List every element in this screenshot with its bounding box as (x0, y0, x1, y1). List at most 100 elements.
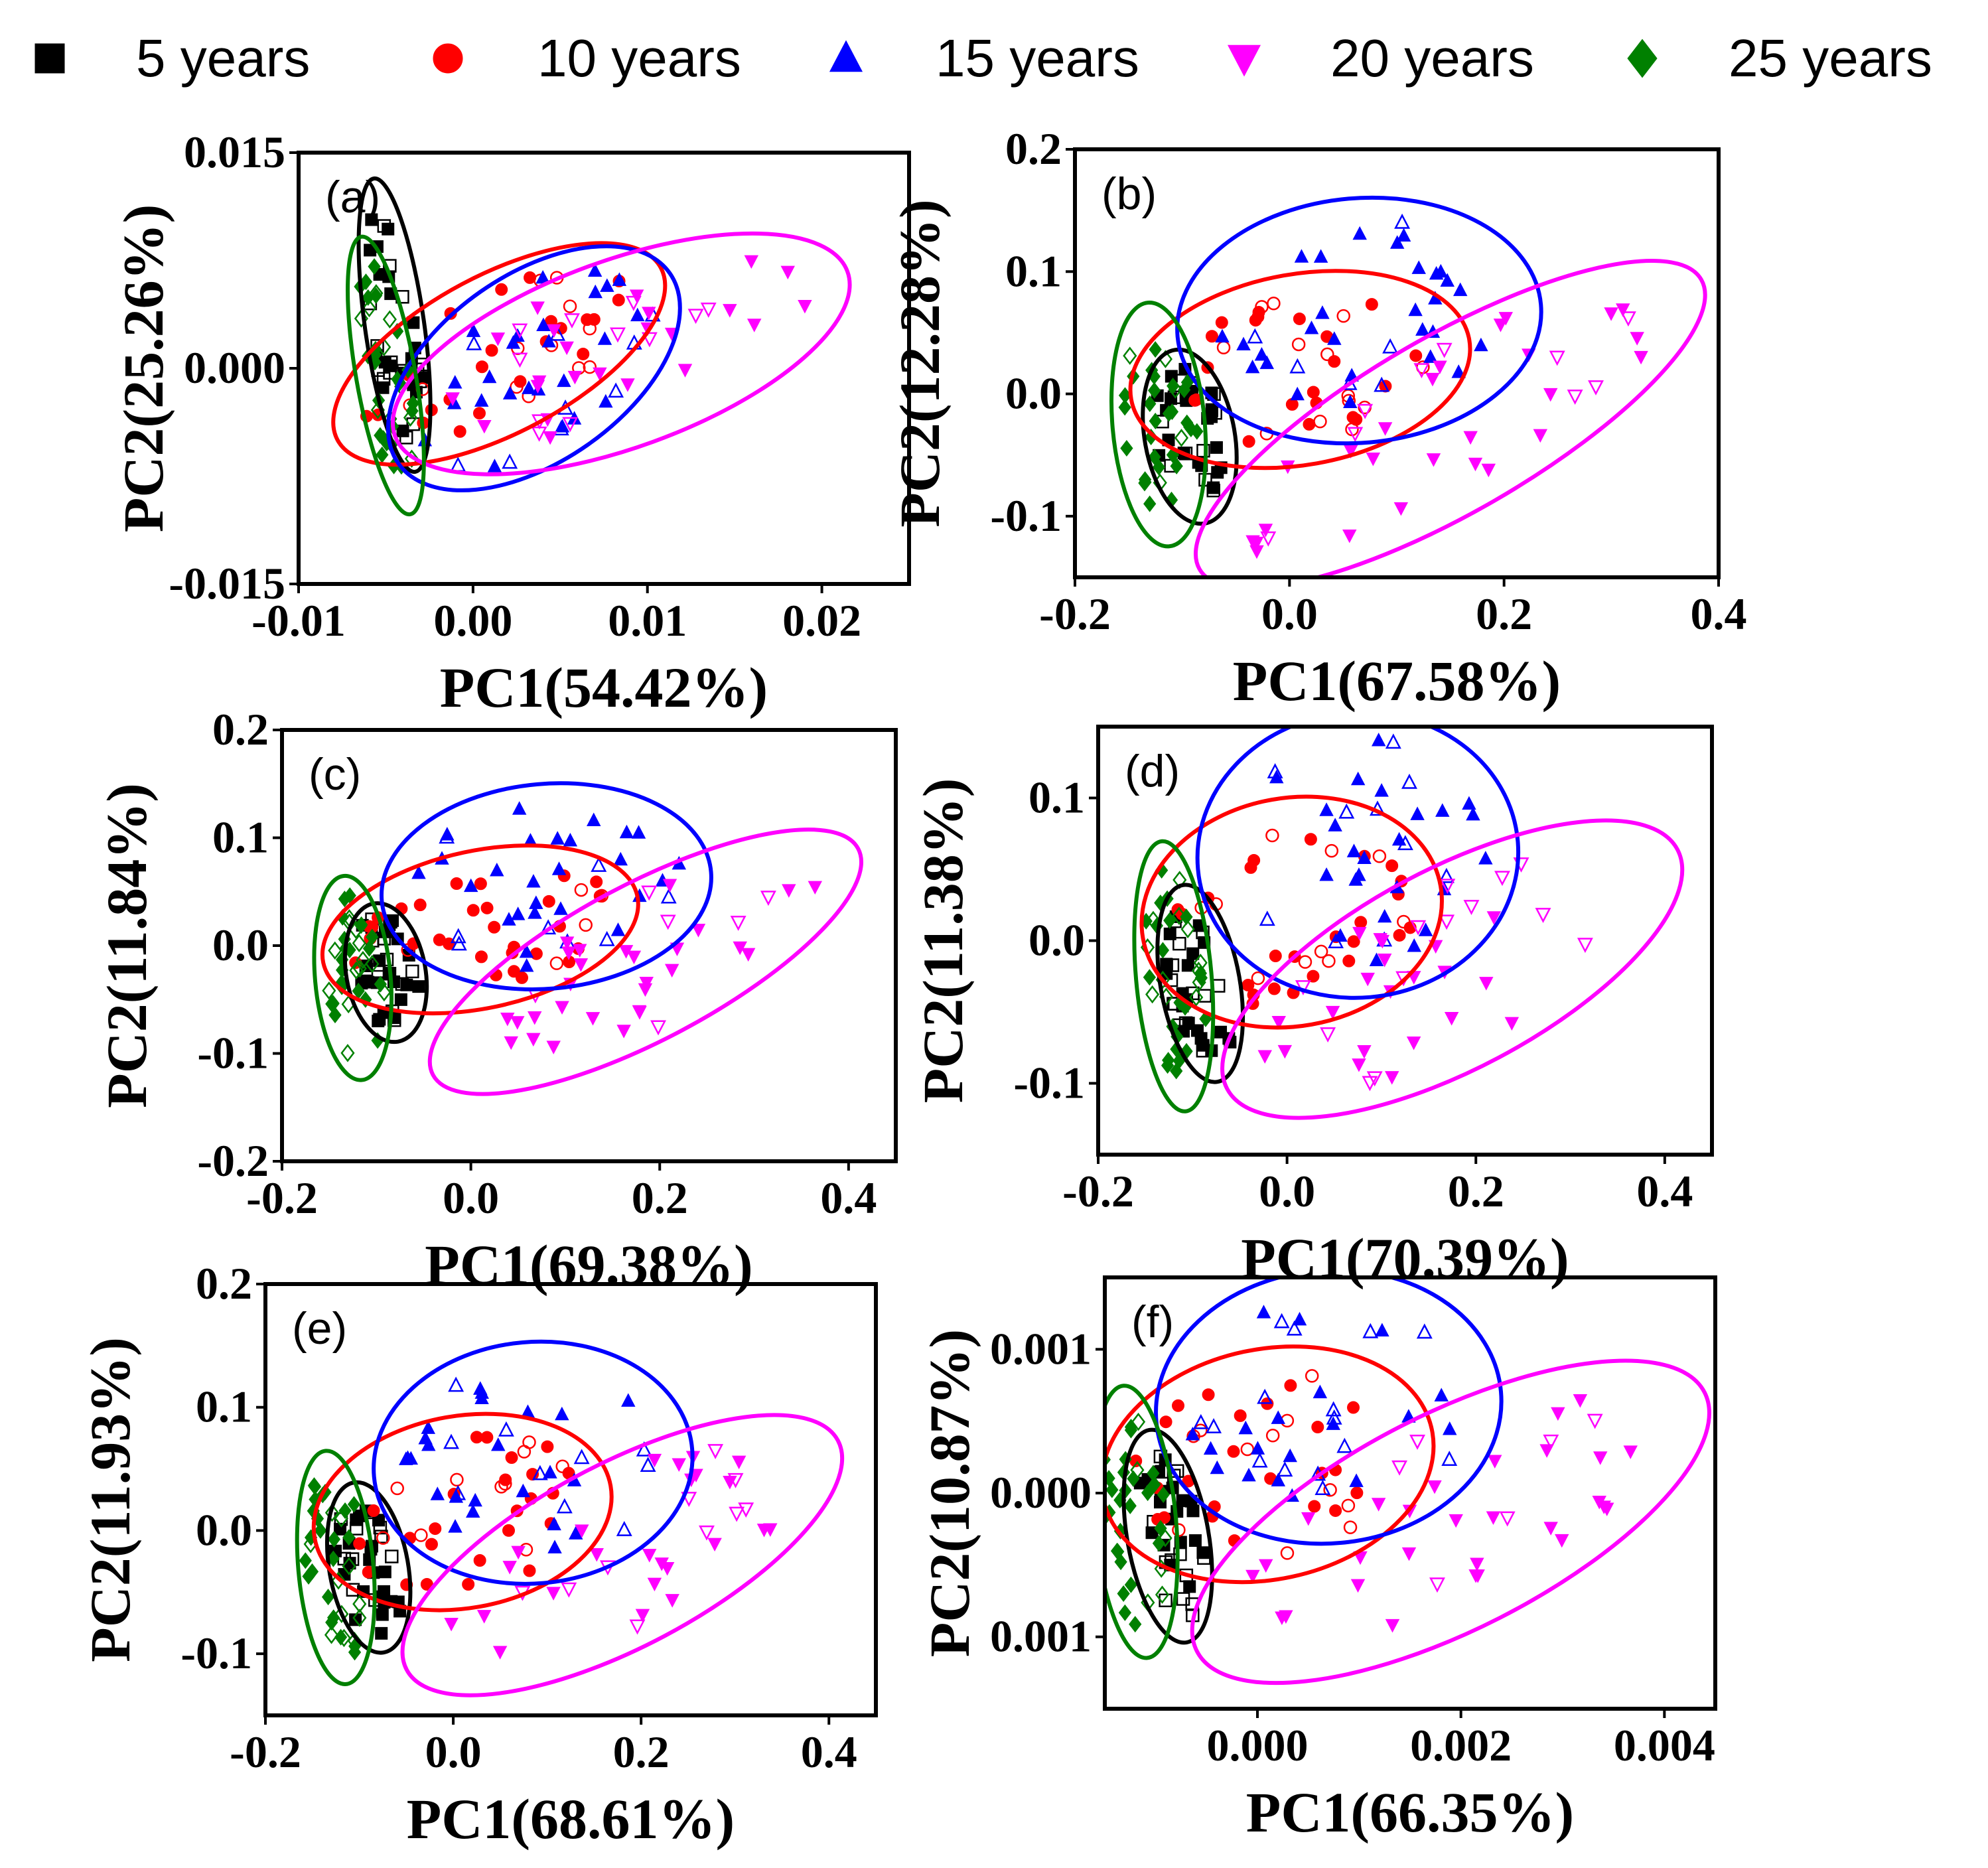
point-5-2-27 (498, 1476, 512, 1491)
point-2-4-7 (1634, 350, 1648, 365)
plot-area-3 (312, 781, 863, 1096)
point-6-4-14 (1409, 1434, 1426, 1450)
point-2-4-19 (1436, 342, 1453, 358)
point-4-4-7 (1277, 1044, 1293, 1059)
plot-frame-2 (1073, 147, 1721, 579)
point-6-3-29 (1210, 1460, 1225, 1474)
y-tick-label-5-2: 0.1 (196, 1382, 252, 1432)
point-5-2-24 (522, 1435, 536, 1449)
point-2-3-1 (1453, 282, 1468, 297)
point-3-4-1 (504, 1036, 518, 1050)
point-4-3-24 (1371, 733, 1386, 747)
point-2-2-4 (1320, 347, 1334, 362)
point-5-3-30 (547, 1516, 561, 1531)
y-tick-label-1-1: 0.000 (184, 342, 285, 393)
point-1-4-18 (677, 364, 693, 378)
point-3-3-11 (553, 901, 568, 915)
point-5-2-15 (390, 1481, 404, 1496)
point-4-3-2 (1378, 908, 1392, 923)
point-1-1-28 (396, 424, 409, 437)
point-6-4-30 (1470, 1569, 1485, 1583)
point-2-3-12 (1389, 235, 1405, 249)
point-5-3-23 (466, 1504, 480, 1518)
point-4-5-32 (1180, 920, 1195, 939)
point-3-2-30 (515, 971, 528, 984)
point-2-4-22 (1433, 360, 1447, 374)
point-6-3-26 (1349, 1473, 1364, 1487)
y-tick-label-1-2: 0.015 (184, 127, 285, 177)
point-2-2-3 (1313, 414, 1327, 429)
y-axis-title-2: PC2(12.28%) (888, 199, 952, 527)
y-axis-title-3: PC2(11.84%) (95, 783, 159, 1108)
point-2-5-10 (1162, 405, 1176, 422)
point-6-3-18 (1325, 1401, 1342, 1417)
point-3-3-27 (528, 905, 542, 919)
point-1-2-17 (495, 283, 508, 296)
point-3-2-9 (480, 901, 494, 914)
point-5-5-1 (338, 1502, 352, 1520)
point-5-2-4 (499, 1473, 512, 1486)
point-2-4-28 (1357, 403, 1374, 419)
y-axis-title-6: PC2(10.87%) (918, 1329, 981, 1657)
point-6-3-1 (1242, 1467, 1256, 1482)
point-6-3-27 (1271, 1473, 1286, 1486)
point-3-4-22 (555, 1001, 569, 1015)
x-tick-label-5-3: 0.4 (801, 1727, 857, 1777)
point-5-2-11 (541, 1440, 554, 1453)
point-2-3-6 (1382, 338, 1399, 354)
point-2-3-28 (1440, 273, 1455, 287)
point-3-2-0 (579, 918, 593, 932)
point-5-3-29 (543, 1465, 557, 1478)
point-4-5-11 (1145, 985, 1160, 1004)
point-6-2-0 (1172, 1399, 1185, 1412)
point-3-5-31 (349, 961, 364, 980)
point-3-4-5 (808, 881, 823, 895)
panel-5: (e) -0.2 0.0 0.2 0.4 -0.1 0.0 0.1 0.2 PC1(68.61%)… (78, 1258, 878, 1851)
point-5-4-8 (476, 1610, 492, 1624)
point-4-2-3 (1265, 828, 1279, 843)
point-2-4-21 (1533, 429, 1548, 443)
point-5-2-26 (414, 1528, 428, 1542)
point-6-2-33 (1265, 1428, 1280, 1443)
panel-2: (b) -0.2 0.0 0.2 0.4 -0.1 0.0 0.1 0.2 PC1(67.58%)… (888, 123, 1747, 713)
point-5-3-11 (448, 1376, 464, 1392)
point-1-1-32 (376, 372, 391, 386)
point-4-2-15 (1269, 950, 1282, 963)
x-tick-label-1-2: 0.01 (608, 595, 687, 646)
point-3-4-18 (730, 916, 746, 931)
x-tick-label-1-1: 0.00 (433, 595, 512, 646)
point-5-4-18 (681, 1492, 697, 1507)
point-5-3-17 (418, 1431, 433, 1445)
point-5-1-26 (349, 1522, 364, 1536)
x-tick-label-2-3: 0.4 (1691, 589, 1747, 639)
point-4-4-20 (1577, 938, 1593, 954)
point-2-2-32 (1267, 296, 1281, 311)
point-5-3-21 (547, 1540, 562, 1553)
point-5-4-23 (647, 1453, 662, 1468)
point-2-4-23 (1260, 531, 1277, 547)
point-1-2-12 (453, 425, 466, 438)
point-4-4-10 (1352, 926, 1367, 941)
panel-label-5: (e) (292, 1303, 347, 1354)
point-5-3-27 (636, 1441, 652, 1457)
point-3-4-24 (626, 950, 642, 965)
point-1-3-5 (474, 393, 489, 407)
x-tick-label-5-1: 0.0 (425, 1727, 482, 1777)
point-1-3-18 (502, 386, 518, 399)
point-1-4-20 (641, 332, 658, 348)
point-5-3-33 (474, 1390, 489, 1404)
point-5-3-14 (573, 1449, 590, 1465)
point-2-5-9 (1143, 495, 1157, 512)
point-2-5-16 (1118, 399, 1131, 416)
point-4-4-21 (1494, 871, 1510, 887)
point-2-2-12 (1303, 417, 1316, 431)
point-6-4-26 (1539, 1444, 1554, 1458)
point-5-3-13 (400, 1450, 415, 1464)
point-4-5-22 (1143, 969, 1157, 986)
ellipse-2-5 (1109, 300, 1208, 549)
point-1-4-4 (642, 307, 656, 321)
x-tick-label-3-0: -0.2 (246, 1173, 318, 1223)
point-5-5-10 (342, 1557, 356, 1575)
point-4-4-4 (1463, 900, 1480, 916)
ellipse-4-1 (1155, 883, 1245, 1084)
